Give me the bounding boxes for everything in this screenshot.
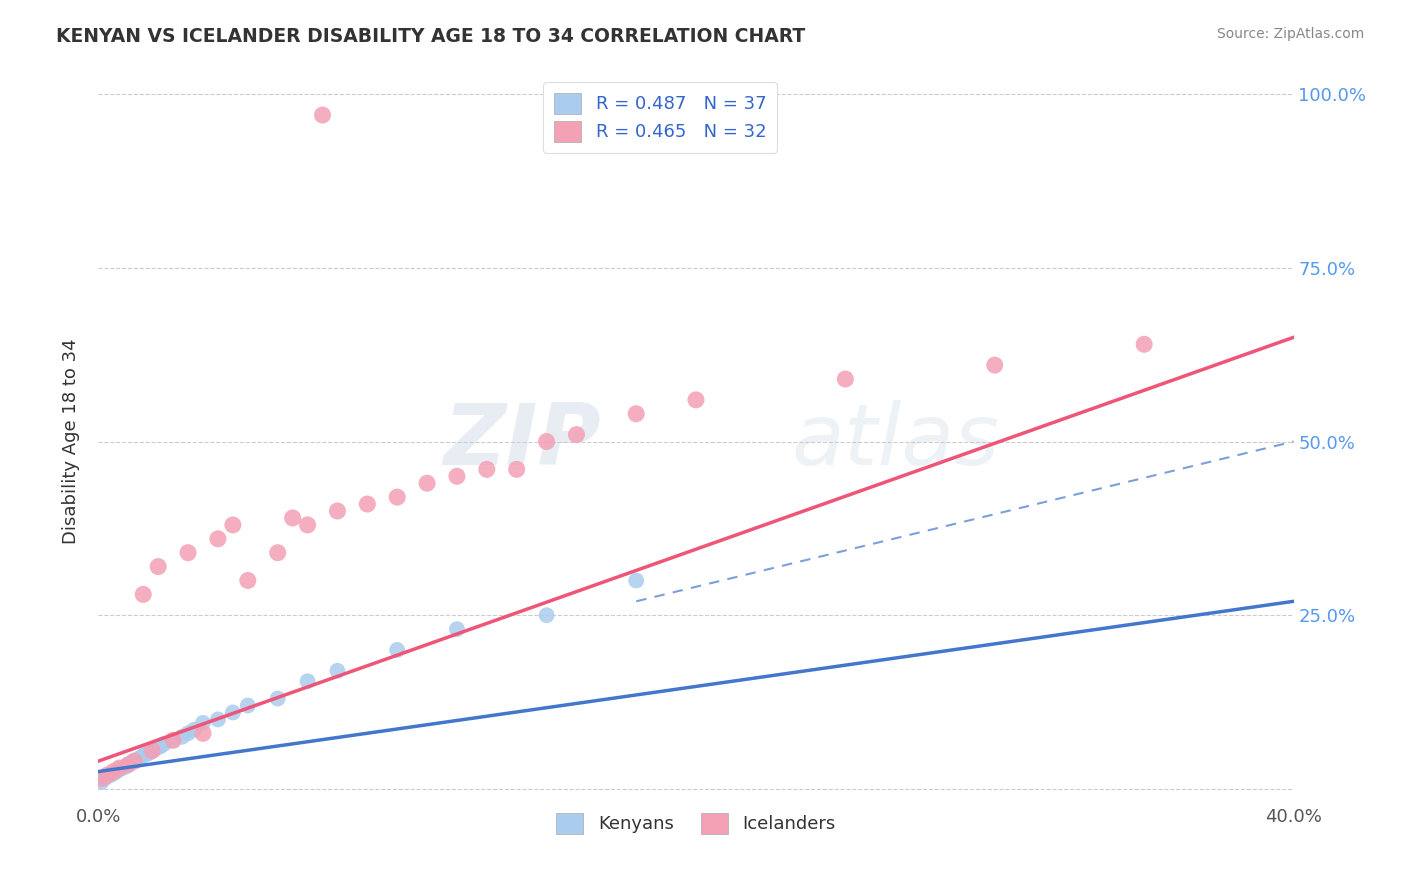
Point — [141, 744, 163, 758]
Point — [98, 768, 122, 782]
Text: Source: ZipAtlas.com: Source: ZipAtlas.com — [1216, 27, 1364, 41]
Point — [90, 775, 112, 789]
Point — [162, 733, 184, 747]
Point — [356, 497, 378, 511]
Point — [326, 664, 349, 678]
Point — [108, 763, 131, 777]
Point — [120, 756, 142, 770]
Point — [127, 753, 149, 767]
Point — [153, 737, 176, 751]
Point — [236, 574, 259, 588]
Point — [177, 546, 200, 560]
Text: KENYAN VS ICELANDER DISABILITY AGE 18 TO 34 CORRELATION CHART: KENYAN VS ICELANDER DISABILITY AGE 18 TO… — [56, 27, 806, 45]
Point — [132, 748, 155, 763]
Point — [135, 747, 157, 761]
Point — [90, 772, 112, 786]
Point — [124, 754, 146, 768]
Point — [183, 723, 205, 737]
Point — [446, 469, 468, 483]
Point — [162, 733, 184, 747]
Point — [138, 746, 160, 760]
Point — [191, 715, 214, 730]
Point — [111, 761, 134, 775]
Y-axis label: Disability Age 18 to 34: Disability Age 18 to 34 — [62, 339, 80, 544]
Point — [685, 392, 707, 407]
Point — [536, 434, 558, 449]
Point — [148, 740, 170, 755]
Point — [475, 462, 498, 476]
Point — [117, 757, 139, 772]
Point — [565, 427, 588, 442]
Point — [207, 713, 229, 727]
Point — [326, 504, 349, 518]
Point — [96, 769, 118, 783]
Point — [141, 744, 163, 758]
Point — [267, 691, 290, 706]
Point — [311, 108, 333, 122]
Point — [222, 517, 245, 532]
Point — [536, 608, 558, 623]
Point — [108, 761, 131, 775]
Point — [103, 766, 125, 780]
Point — [93, 772, 115, 786]
Point — [1133, 337, 1156, 351]
Point — [385, 490, 409, 504]
Point — [114, 760, 136, 774]
Point — [446, 622, 468, 636]
Point — [416, 476, 439, 491]
Point — [132, 587, 155, 601]
Point — [834, 372, 856, 386]
Point — [191, 726, 214, 740]
Point — [281, 511, 304, 525]
Point — [626, 407, 648, 421]
Point — [297, 517, 319, 532]
Point — [124, 754, 146, 768]
Point — [297, 674, 319, 689]
Point — [267, 546, 290, 560]
Legend: Kenyans, Icelanders: Kenyans, Icelanders — [546, 802, 846, 845]
Point — [506, 462, 529, 476]
Point — [610, 108, 633, 122]
Point — [143, 741, 166, 756]
Point — [96, 768, 118, 782]
Text: ZIP: ZIP — [443, 400, 600, 483]
Text: atlas: atlas — [792, 400, 1000, 483]
Point — [148, 559, 170, 574]
Point — [129, 750, 152, 764]
Point — [222, 706, 245, 720]
Point — [984, 358, 1007, 372]
Point — [626, 574, 648, 588]
Point — [172, 730, 194, 744]
Point — [177, 726, 200, 740]
Point — [207, 532, 229, 546]
Point — [236, 698, 259, 713]
Point — [150, 739, 173, 753]
Point — [105, 764, 128, 779]
Point — [117, 757, 139, 772]
Point — [385, 643, 409, 657]
Point — [103, 764, 125, 779]
